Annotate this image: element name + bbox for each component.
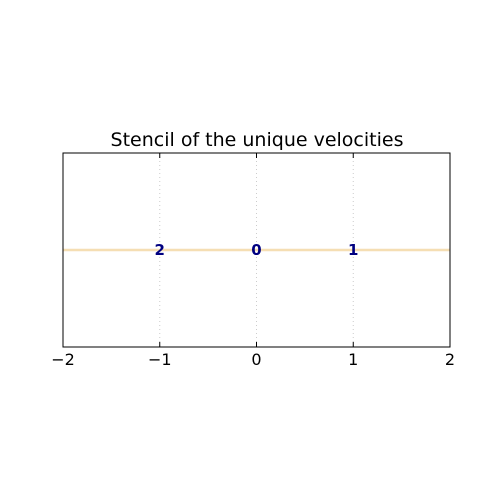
x-tick-label: 1 (348, 350, 358, 369)
plot-area: −2 −1 0 1 2 2 0 1 (51, 152, 455, 369)
x-tick-label: −2 (51, 350, 75, 369)
x-tick-label: 0 (251, 350, 261, 369)
chart-title: Stencil of the unique velocities (111, 129, 404, 151)
x-tick-label: −1 (148, 350, 172, 369)
x-tick-label: 2 (445, 350, 455, 369)
velocity-label: 0 (251, 241, 261, 259)
velocity-label: 2 (155, 241, 165, 259)
velocity-label: 1 (348, 241, 358, 259)
